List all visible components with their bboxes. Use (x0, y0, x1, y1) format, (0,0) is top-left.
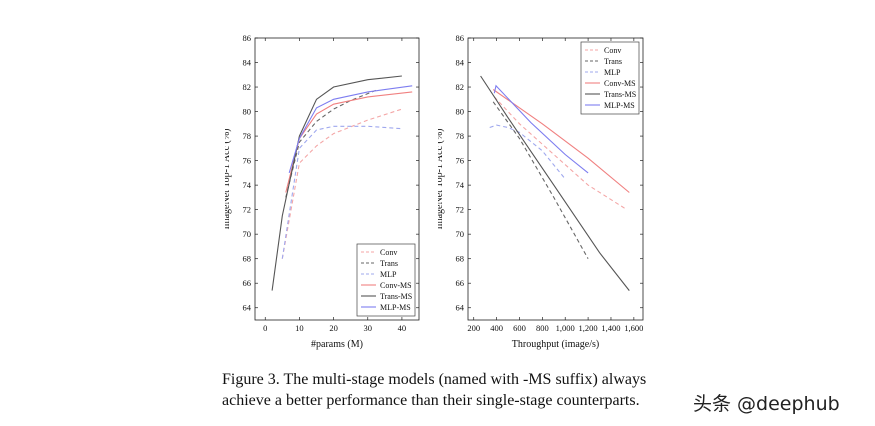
legend-label-conv: Conv (604, 46, 621, 55)
x-axis-label: Throughput (image/s) (512, 339, 599, 350)
legend-label-mlp-ms: MLP-MS (380, 303, 411, 312)
legend-label-trans-ms: Trans-MS (380, 292, 412, 301)
y-tick-label: 84 (243, 58, 252, 68)
y-tick-label: 78 (456, 131, 465, 141)
y-tick-label: 86 (456, 33, 465, 43)
legend-label-trans-ms: Trans-MS (604, 90, 636, 99)
x-tick-label: 1,000 (556, 323, 575, 333)
watermark: 头条 @deephub (693, 393, 840, 415)
y-tick-label: 72 (243, 205, 252, 215)
legend-label-trans: Trans (380, 259, 398, 268)
legend-label-mlp-ms: MLP-MS (604, 101, 635, 110)
chart1-series-conv (493, 96, 628, 211)
chart1-series-mlp (489, 124, 566, 180)
throughput-accuracy-chart: 64 66 68 70 72 74 76 78 80 82 84 86 200 400 600 800 1,00… (438, 33, 644, 350)
y-tick-label: 66 (456, 278, 465, 288)
chart0-series-trans (285, 88, 379, 198)
y-axis-label: ImageNet Top-1 Acc (%) (438, 128, 445, 229)
y-tick-label: 84 (456, 58, 465, 68)
x-tick-label: 800 (536, 323, 549, 333)
y-tick-label: 80 (243, 107, 252, 117)
chart0-series-trans-ms (271, 75, 402, 291)
x-tick-label: 400 (490, 323, 503, 333)
x-tick-label: 200 (467, 323, 480, 333)
y-tick-label: 66 (243, 278, 252, 288)
chart1-series-conv-ms (492, 89, 630, 193)
y-tick-label: 86 (243, 33, 252, 43)
y-tick-label: 74 (456, 180, 465, 190)
legend-label-conv-ms: Conv-MS (604, 79, 636, 88)
params-accuracy-chart: 64 66 68 70 72 74 76 78 80 82 84 86 0 10 20 30 40 #params… (225, 33, 420, 350)
figure-caption: Figure 3. The multi-stage models (named … (222, 369, 692, 411)
x-tick-label: 1,400 (601, 323, 620, 333)
y-tick-label: 72 (456, 205, 465, 215)
x-tick-label: 1,200 (579, 323, 598, 333)
x-tick-label: 40 (398, 323, 407, 333)
plot-frame (467, 37, 644, 321)
x-tick-label: 600 (513, 323, 526, 333)
chart1-series-mlp-ms (493, 84, 589, 174)
legend-label-mlp: MLP (380, 270, 397, 279)
chart0-series-mlp-ms (288, 85, 413, 174)
y-tick-label: 76 (456, 156, 465, 166)
chart0-series-mlp (281, 125, 402, 259)
y-tick-label: 70 (243, 229, 252, 239)
caption-line-2: achieve a better performance than their … (222, 392, 640, 409)
chart0-series-conv (281, 108, 403, 259)
y-tick-label: 70 (456, 229, 465, 239)
y-tick-label: 76 (243, 156, 252, 166)
chart1-series-trans-ms (480, 75, 630, 291)
y-tick-label: 68 (456, 254, 465, 264)
x-tick-label: 0 (263, 323, 267, 333)
y-tick-label: 82 (456, 82, 465, 92)
y-tick-label: 78 (243, 131, 252, 141)
x-tick-label: 20 (329, 323, 338, 333)
x-tick-label: 10 (295, 323, 304, 333)
legend-label-conv: Conv (380, 248, 397, 257)
caption-line-1: Figure 3. The multi-stage models (named … (222, 371, 647, 388)
x-axis-label: #params (M) (311, 339, 363, 350)
y-tick-label: 80 (456, 107, 465, 117)
y-tick-label: 68 (243, 254, 252, 264)
chart1-series-trans (492, 101, 589, 259)
x-tick-label: 1,600 (624, 323, 643, 333)
y-axis-label: ImageNet Top-1 Acc (%) (225, 128, 232, 229)
y-tick-label: 64 (456, 303, 465, 313)
y-tick-label: 64 (243, 303, 252, 313)
plot-frame (254, 37, 420, 321)
legend-label-mlp: MLP (604, 68, 621, 77)
legend-box (356, 243, 416, 317)
y-tick-label: 74 (243, 180, 252, 190)
legend-label-conv-ms: Conv-MS (380, 281, 412, 290)
legend-label-trans: Trans (604, 57, 622, 66)
x-tick-label: 30 (364, 323, 373, 333)
y-tick-label: 82 (243, 82, 252, 92)
legend-box (580, 41, 640, 115)
